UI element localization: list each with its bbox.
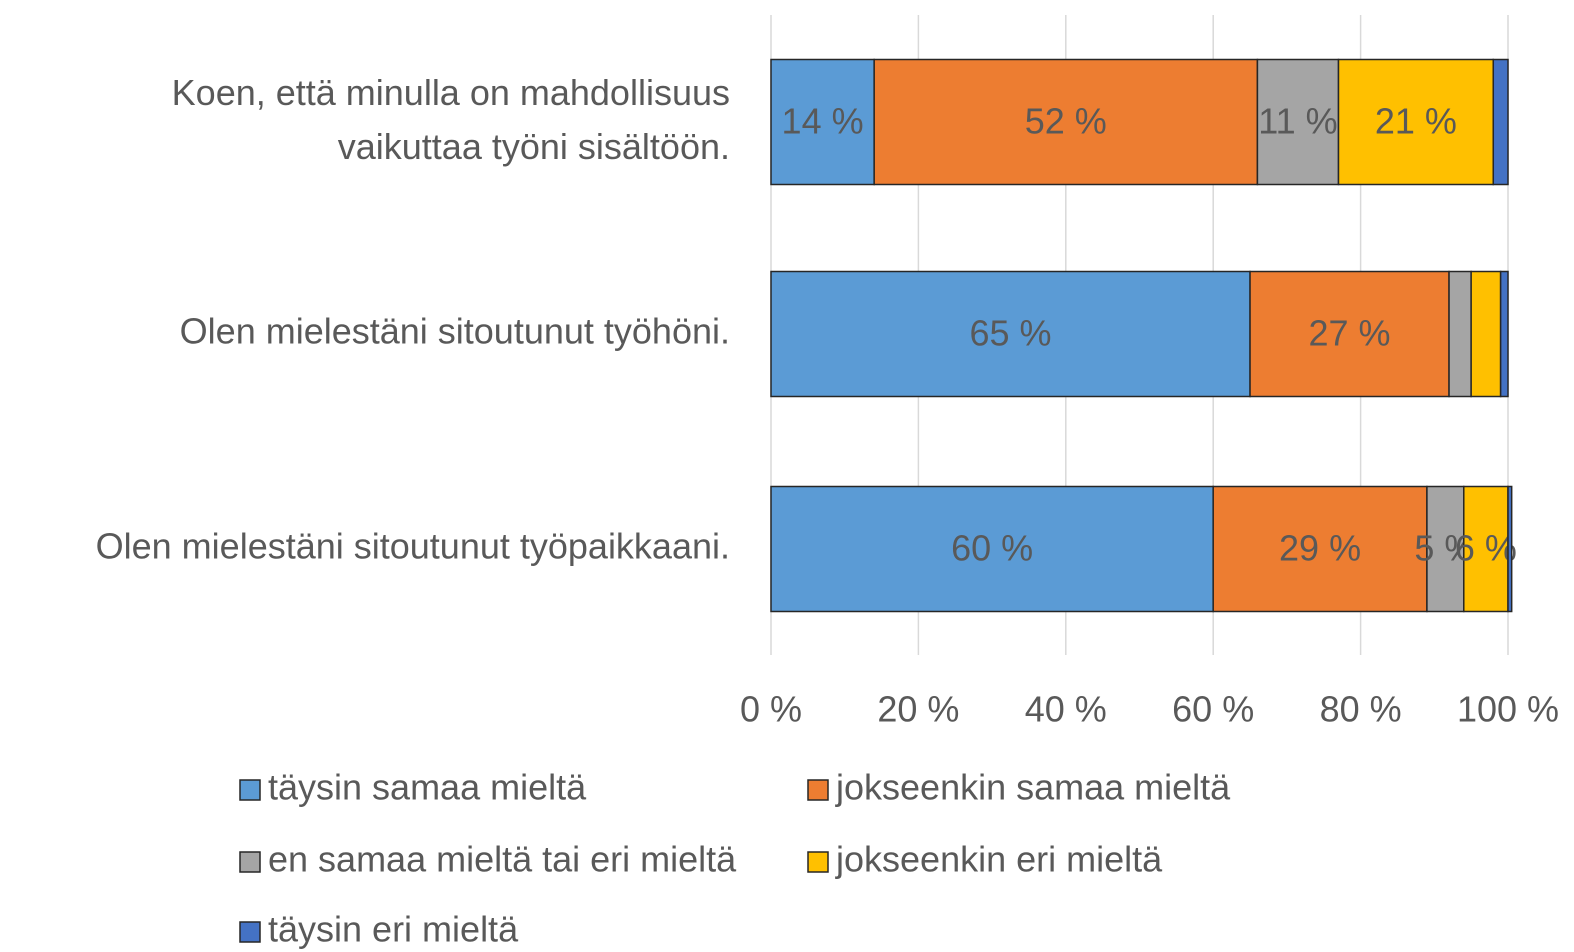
bar-segment: [1212, 485, 1428, 613]
legend-label: täysin eri mieltä: [268, 909, 519, 950]
legend-swatch: [239, 921, 261, 943]
bar-segment: [770, 270, 1251, 398]
x-tick-label: 20 %: [877, 689, 959, 730]
legend-label: jokseenkin samaa mieltä: [835, 767, 1231, 808]
data-label: 11 %: [1258, 101, 1337, 142]
data-label: 29 %: [1279, 528, 1361, 569]
bar-segment: [1448, 270, 1472, 398]
data-label: 14 %: [782, 101, 864, 142]
legend-label: jokseenkin eri mieltä: [835, 839, 1163, 880]
y-tick-label: Koen, että minulla on mahdollisuus vaikut…: [172, 72, 730, 167]
x-tick-label: 60 %: [1172, 689, 1254, 730]
data-label: 52 %: [1025, 101, 1107, 142]
bar-segment: [1499, 270, 1509, 398]
legend-label: täysin samaa mieltä: [268, 767, 587, 808]
bar-segment: [1249, 270, 1450, 398]
data-label: 21 %: [1375, 101, 1457, 142]
x-tick-label: 40 %: [1025, 689, 1107, 730]
bar-segment: [770, 58, 875, 186]
y-tick-label: Olen mielestäni sitoutunut työpaikkaani.: [96, 526, 730, 567]
x-tick-label: 80 %: [1320, 689, 1402, 730]
bar-segment: [1463, 485, 1509, 613]
bar-segment: [770, 485, 1214, 613]
legend-swatch: [807, 779, 829, 801]
bar-segment: [1426, 485, 1465, 613]
x-tick-label: 100 %: [1457, 689, 1559, 730]
bar-segment: [1492, 58, 1509, 186]
y-tick-label: Olen mielestäni sitoutunut työhöni.: [180, 311, 730, 352]
bar-segment: [1337, 58, 1495, 186]
legend-swatch: [807, 851, 829, 873]
data-label: 27 %: [1309, 313, 1391, 354]
data-label: 6 %: [1455, 528, 1517, 569]
legend-label: en samaa mieltä tai eri mieltä: [268, 839, 737, 880]
legend-swatch: [239, 851, 261, 873]
x-tick-label: 0 %: [740, 689, 802, 730]
data-label: 65 %: [969, 313, 1051, 354]
legend-swatch: [239, 779, 261, 801]
bar-segment: [1470, 270, 1502, 398]
data-label: 60 %: [951, 528, 1033, 569]
bar-segment: [1507, 485, 1513, 613]
